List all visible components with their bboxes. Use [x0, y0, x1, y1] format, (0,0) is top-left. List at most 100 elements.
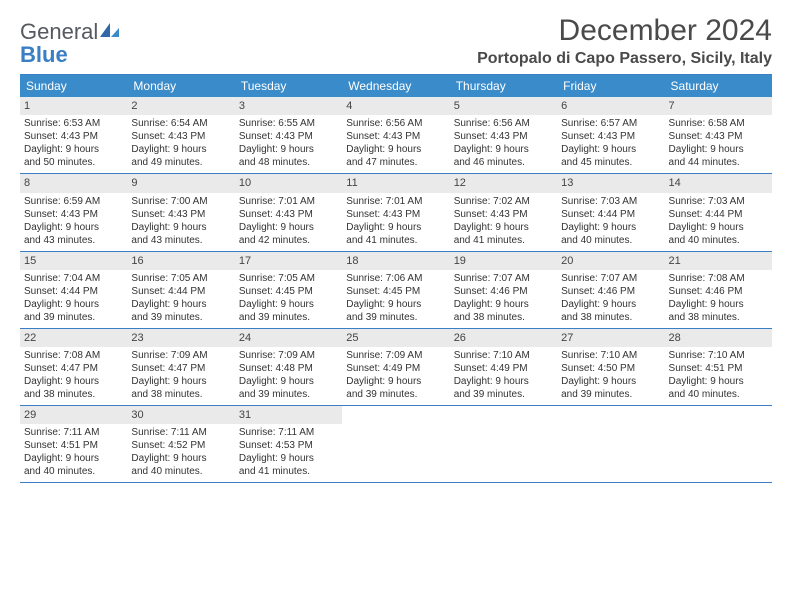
daylight-line: and 38 minutes.: [561, 311, 662, 324]
day-cell: 15Sunrise: 7:04 AMSunset: 4:44 PMDayligh…: [20, 252, 127, 328]
day-cell: 16Sunrise: 7:05 AMSunset: 4:44 PMDayligh…: [127, 252, 234, 328]
day-cell: 11Sunrise: 7:01 AMSunset: 4:43 PMDayligh…: [342, 174, 449, 250]
logo-text: GeneralBlue: [20, 20, 120, 66]
daylight-line: and 38 minutes.: [131, 388, 232, 401]
daylight-line: and 42 minutes.: [239, 234, 340, 247]
day-cell: 21Sunrise: 7:08 AMSunset: 4:46 PMDayligh…: [665, 252, 772, 328]
daylight-line: Daylight: 9 hours: [346, 375, 447, 388]
daylight-line: Daylight: 9 hours: [131, 143, 232, 156]
day-number: 19: [450, 252, 557, 270]
sunset-line: Sunset: 4:51 PM: [669, 362, 770, 375]
daylight-line: Daylight: 9 hours: [669, 298, 770, 311]
sunset-line: Sunset: 4:43 PM: [239, 208, 340, 221]
sunrise-line: Sunrise: 7:00 AM: [131, 195, 232, 208]
daylight-line: Daylight: 9 hours: [346, 298, 447, 311]
daylight-line: Daylight: 9 hours: [24, 143, 125, 156]
daylight-line: and 40 minutes.: [669, 388, 770, 401]
sunrise-line: Sunrise: 6:57 AM: [561, 117, 662, 130]
day-number: 17: [235, 252, 342, 270]
daylight-line: and 41 minutes.: [454, 234, 555, 247]
sunset-line: Sunset: 4:44 PM: [24, 285, 125, 298]
day-cell: 18Sunrise: 7:06 AMSunset: 4:45 PMDayligh…: [342, 252, 449, 328]
sunset-line: Sunset: 4:50 PM: [561, 362, 662, 375]
day-cell: 14Sunrise: 7:03 AMSunset: 4:44 PMDayligh…: [665, 174, 772, 250]
daylight-line: Daylight: 9 hours: [561, 143, 662, 156]
day-cell: 12Sunrise: 7:02 AMSunset: 4:43 PMDayligh…: [450, 174, 557, 250]
sunset-line: Sunset: 4:43 PM: [346, 130, 447, 143]
day-cell: 25Sunrise: 7:09 AMSunset: 4:49 PMDayligh…: [342, 329, 449, 405]
daylight-line: Daylight: 9 hours: [669, 221, 770, 234]
day-cell: [450, 406, 557, 482]
sunset-line: Sunset: 4:47 PM: [131, 362, 232, 375]
daylight-line: Daylight: 9 hours: [454, 375, 555, 388]
day-cell: 4Sunrise: 6:56 AMSunset: 4:43 PMDaylight…: [342, 97, 449, 173]
daylight-line: and 45 minutes.: [561, 156, 662, 169]
sunset-line: Sunset: 4:46 PM: [561, 285, 662, 298]
day-cell: 8Sunrise: 6:59 AMSunset: 4:43 PMDaylight…: [20, 174, 127, 250]
day-number: 23: [127, 329, 234, 347]
sunrise-line: Sunrise: 7:04 AM: [24, 272, 125, 285]
weekday-wednesday: Wednesday: [342, 75, 449, 97]
sunrise-line: Sunrise: 7:02 AM: [454, 195, 555, 208]
daylight-line: and 40 minutes.: [561, 234, 662, 247]
sunset-line: Sunset: 4:44 PM: [131, 285, 232, 298]
day-number: 4: [342, 97, 449, 115]
day-cell: 28Sunrise: 7:10 AMSunset: 4:51 PMDayligh…: [665, 329, 772, 405]
daylight-line: and 38 minutes.: [454, 311, 555, 324]
sunrise-line: Sunrise: 7:01 AM: [239, 195, 340, 208]
day-number: 12: [450, 174, 557, 192]
daylight-line: and 40 minutes.: [669, 234, 770, 247]
daylight-line: Daylight: 9 hours: [239, 221, 340, 234]
day-cell: 30Sunrise: 7:11 AMSunset: 4:52 PMDayligh…: [127, 406, 234, 482]
weekday-thursday: Thursday: [450, 75, 557, 97]
daylight-line: and 43 minutes.: [131, 234, 232, 247]
daylight-line: and 41 minutes.: [346, 234, 447, 247]
sunset-line: Sunset: 4:47 PM: [24, 362, 125, 375]
day-number: 2: [127, 97, 234, 115]
day-number: 5: [450, 97, 557, 115]
daylight-line: Daylight: 9 hours: [24, 375, 125, 388]
day-cell: 7Sunrise: 6:58 AMSunset: 4:43 PMDaylight…: [665, 97, 772, 173]
sunset-line: Sunset: 4:43 PM: [24, 208, 125, 221]
daylight-line: Daylight: 9 hours: [346, 221, 447, 234]
sunrise-line: Sunrise: 7:10 AM: [669, 349, 770, 362]
day-cell: 2Sunrise: 6:54 AMSunset: 4:43 PMDaylight…: [127, 97, 234, 173]
daylight-line: Daylight: 9 hours: [346, 143, 447, 156]
sunset-line: Sunset: 4:44 PM: [669, 208, 770, 221]
sunrise-line: Sunrise: 6:53 AM: [24, 117, 125, 130]
sunset-line: Sunset: 4:46 PM: [669, 285, 770, 298]
weekday-friday: Friday: [557, 75, 664, 97]
day-number: 22: [20, 329, 127, 347]
day-number: 18: [342, 252, 449, 270]
sunset-line: Sunset: 4:51 PM: [24, 439, 125, 452]
day-cell: 29Sunrise: 7:11 AMSunset: 4:51 PMDayligh…: [20, 406, 127, 482]
daylight-line: Daylight: 9 hours: [131, 221, 232, 234]
day-cell: 9Sunrise: 7:00 AMSunset: 4:43 PMDaylight…: [127, 174, 234, 250]
daylight-line: Daylight: 9 hours: [454, 143, 555, 156]
weekday-row: Sunday Monday Tuesday Wednesday Thursday…: [20, 75, 772, 97]
daylight-line: and 47 minutes.: [346, 156, 447, 169]
weeks-container: 1Sunrise: 6:53 AMSunset: 4:43 PMDaylight…: [20, 97, 772, 483]
day-cell: 10Sunrise: 7:01 AMSunset: 4:43 PMDayligh…: [235, 174, 342, 250]
sunset-line: Sunset: 4:53 PM: [239, 439, 340, 452]
day-cell: 31Sunrise: 7:11 AMSunset: 4:53 PMDayligh…: [235, 406, 342, 482]
daylight-line: and 39 minutes.: [24, 311, 125, 324]
day-cell: 5Sunrise: 6:56 AMSunset: 4:43 PMDaylight…: [450, 97, 557, 173]
sunset-line: Sunset: 4:43 PM: [454, 208, 555, 221]
daylight-line: and 40 minutes.: [24, 465, 125, 478]
daylight-line: and 44 minutes.: [669, 156, 770, 169]
sunrise-line: Sunrise: 7:07 AM: [561, 272, 662, 285]
weekday-sunday: Sunday: [20, 75, 127, 97]
sunset-line: Sunset: 4:43 PM: [454, 130, 555, 143]
daylight-line: and 43 minutes.: [24, 234, 125, 247]
day-cell: 13Sunrise: 7:03 AMSunset: 4:44 PMDayligh…: [557, 174, 664, 250]
sunset-line: Sunset: 4:43 PM: [669, 130, 770, 143]
weekday-saturday: Saturday: [665, 75, 772, 97]
sunset-line: Sunset: 4:44 PM: [561, 208, 662, 221]
sunrise-line: Sunrise: 7:09 AM: [346, 349, 447, 362]
day-number: 21: [665, 252, 772, 270]
daylight-line: and 39 minutes.: [131, 311, 232, 324]
daylight-line: Daylight: 9 hours: [239, 452, 340, 465]
daylight-line: and 50 minutes.: [24, 156, 125, 169]
sunset-line: Sunset: 4:46 PM: [454, 285, 555, 298]
